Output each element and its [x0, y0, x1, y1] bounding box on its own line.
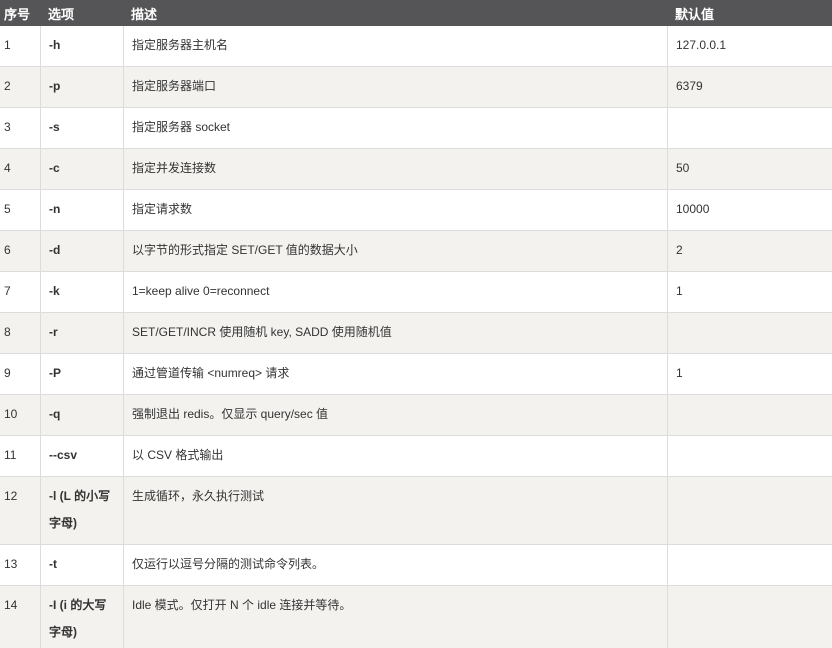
row-number-cell: 4: [0, 149, 40, 190]
row-number-cell: 5: [0, 190, 40, 231]
row-number-cell: 11: [0, 436, 40, 477]
row-number-cell: 3: [0, 108, 40, 149]
table-row: 1 -h 指定服务器主机名 127.0.0.1: [0, 26, 832, 67]
default-value-cell: 1: [667, 272, 832, 313]
description-cell: 仅运行以逗号分隔的测试命令列表。: [123, 545, 667, 586]
default-value-cell: [667, 313, 832, 354]
default-value-cell: [667, 436, 832, 477]
option-cell: -n: [40, 190, 123, 231]
description-cell: SET/GET/INCR 使用随机 key, SADD 使用随机值: [123, 313, 667, 354]
default-value-cell: [667, 395, 832, 436]
table-body: 1 -h 指定服务器主机名 127.0.0.1 2 -p 指定服务器端口 637…: [0, 26, 832, 648]
table-row: 3 -s 指定服务器 socket: [0, 108, 832, 149]
row-number-cell: 12: [0, 477, 40, 545]
table-row: 12 -l (L 的小写字母) 生成循环，永久执行测试: [0, 477, 832, 545]
default-value-cell: 1: [667, 354, 832, 395]
column-header-number: 序号: [0, 0, 40, 26]
description-cell: 指定服务器 socket: [123, 108, 667, 149]
option-cell: -c: [40, 149, 123, 190]
option-cell: -t: [40, 545, 123, 586]
option-cell: -d: [40, 231, 123, 272]
row-number-cell: 10: [0, 395, 40, 436]
option-cell: --csv: [40, 436, 123, 477]
row-number-cell: 13: [0, 545, 40, 586]
description-cell: 指定服务器端口: [123, 67, 667, 108]
table-row: 9 -P 通过管道传输 <numreq> 请求 1: [0, 354, 832, 395]
description-cell: 1=keep alive 0=reconnect: [123, 272, 667, 313]
table-row: 6 -d 以字节的形式指定 SET/GET 值的数据大小 2: [0, 231, 832, 272]
default-value-cell: 6379: [667, 67, 832, 108]
option-cell: -q: [40, 395, 123, 436]
row-number-cell: 2: [0, 67, 40, 108]
row-number-cell: 14: [0, 586, 40, 648]
default-value-cell: [667, 477, 832, 545]
table-row: 4 -c 指定并发连接数 50: [0, 149, 832, 190]
table-row: 11 --csv 以 CSV 格式输出: [0, 436, 832, 477]
description-cell: Idle 模式。仅打开 N 个 idle 连接并等待。: [123, 586, 667, 648]
row-number-cell: 9: [0, 354, 40, 395]
table-header-row: 序号 选项 描述 默认值: [0, 0, 832, 26]
description-cell: 指定请求数: [123, 190, 667, 231]
option-cell: -P: [40, 354, 123, 395]
option-cell: -I (i 的大写字母): [40, 586, 123, 648]
default-value-cell: 50: [667, 149, 832, 190]
option-cell: -l (L 的小写字母): [40, 477, 123, 545]
description-cell: 生成循环，永久执行测试: [123, 477, 667, 545]
default-value-cell: [667, 586, 832, 648]
table-row: 7 -k 1=keep alive 0=reconnect 1: [0, 272, 832, 313]
default-value-cell: [667, 545, 832, 586]
description-cell: 以 CSV 格式输出: [123, 436, 667, 477]
row-number-cell: 6: [0, 231, 40, 272]
description-cell: 以字节的形式指定 SET/GET 值的数据大小: [123, 231, 667, 272]
default-value-cell: 127.0.0.1: [667, 26, 832, 67]
default-value-cell: [667, 108, 832, 149]
table-row: 2 -p 指定服务器端口 6379: [0, 67, 832, 108]
table-row: 10 -q 强制退出 redis。仅显示 query/sec 值: [0, 395, 832, 436]
default-value-cell: 2: [667, 231, 832, 272]
description-cell: 强制退出 redis。仅显示 query/sec 值: [123, 395, 667, 436]
description-cell: 指定并发连接数: [123, 149, 667, 190]
table-row: 13 -t 仅运行以逗号分隔的测试命令列表。: [0, 545, 832, 586]
column-header-default: 默认值: [667, 0, 832, 26]
row-number-cell: 8: [0, 313, 40, 354]
option-cell: -h: [40, 26, 123, 67]
option-cell: -s: [40, 108, 123, 149]
option-cell: -r: [40, 313, 123, 354]
description-cell: 通过管道传输 <numreq> 请求: [123, 354, 667, 395]
column-header-option: 选项: [40, 0, 123, 26]
table-row: 14 -I (i 的大写字母) Idle 模式。仅打开 N 个 idle 连接并…: [0, 586, 832, 648]
option-cell: -k: [40, 272, 123, 313]
row-number-cell: 7: [0, 272, 40, 313]
option-cell: -p: [40, 67, 123, 108]
column-header-description: 描述: [123, 0, 667, 26]
table-row: 8 -r SET/GET/INCR 使用随机 key, SADD 使用随机值: [0, 313, 832, 354]
description-cell: 指定服务器主机名: [123, 26, 667, 67]
table-row: 5 -n 指定请求数 10000: [0, 190, 832, 231]
row-number-cell: 1: [0, 26, 40, 67]
default-value-cell: 10000: [667, 190, 832, 231]
